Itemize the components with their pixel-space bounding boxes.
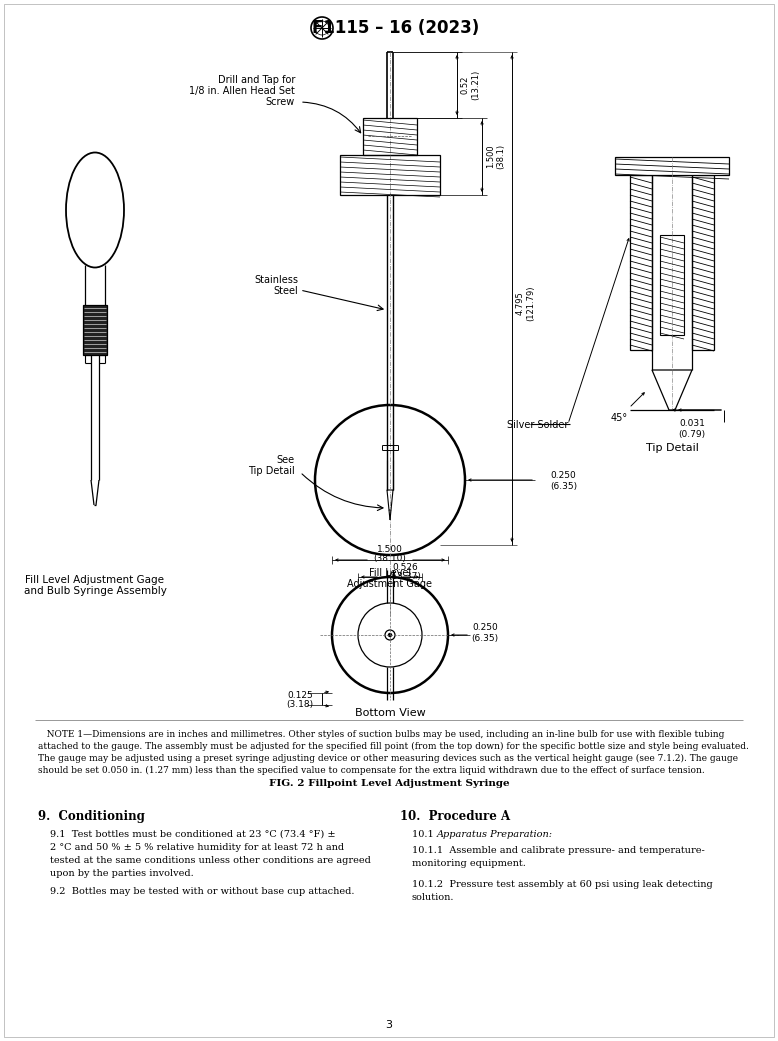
Text: 1.500
(38.1): 1.500 (38.1) [486,144,506,169]
Text: upon by the parties involved.: upon by the parties involved. [50,869,194,878]
Text: (0.79): (0.79) [678,430,706,438]
Text: (13.37): (13.37) [388,572,422,581]
Text: 9.  Conditioning: 9. Conditioning [38,810,145,823]
FancyBboxPatch shape [615,157,729,175]
Text: solution.: solution. [412,893,454,902]
FancyBboxPatch shape [630,175,652,350]
Text: 45°: 45° [611,413,628,423]
Text: 0.52
(13.21): 0.52 (13.21) [461,70,480,100]
Text: tested at the same conditions unless other conditions are agreed: tested at the same conditions unless oth… [50,856,371,865]
Text: See: See [277,455,295,465]
Text: 9.1  Test bottles must be conditioned at 23 °C (73.4 °F) ±: 9.1 Test bottles must be conditioned at … [50,830,335,839]
Text: Tip Detail: Tip Detail [646,443,699,453]
Text: 9.2  Bottles may be tested with or without base cup attached.: 9.2 Bottles may be tested with or withou… [50,887,355,896]
Text: NOTE 1—Dimensions are in inches and millimetres. Other styles of suction bulbs m: NOTE 1—Dimensions are in inches and mill… [38,730,724,739]
Text: 0.250: 0.250 [550,471,576,480]
Text: (6.35): (6.35) [550,482,577,490]
Text: Apparatus Preparation:: Apparatus Preparation: [437,830,553,839]
Text: 4.795
(121.79): 4.795 (121.79) [516,285,535,321]
Text: 0.125: 0.125 [287,690,313,700]
Text: (3.18): (3.18) [286,701,314,710]
Text: Drill and Tap for: Drill and Tap for [218,75,295,85]
Text: Silver Solder: Silver Solder [506,420,568,430]
Text: 0.250: 0.250 [472,624,498,633]
Text: Fill Level: Fill Level [369,568,411,578]
Text: F1115 – 16 (2023): F1115 – 16 (2023) [313,19,479,37]
Text: 10.1.2  Pressure test assembly at 60 psi using leak detecting: 10.1.2 Pressure test assembly at 60 psi … [412,880,713,889]
Text: 2 °C and 50 % ± 5 % relative humidity for at least 72 h and: 2 °C and 50 % ± 5 % relative humidity fo… [50,843,344,852]
Circle shape [388,634,391,636]
FancyBboxPatch shape [692,175,714,350]
Text: (6.35): (6.35) [471,635,499,643]
Text: Steel: Steel [273,286,298,296]
Text: Screw: Screw [266,97,295,107]
Text: 0.031: 0.031 [679,420,705,429]
Text: Tip Detail: Tip Detail [248,466,295,476]
Text: attached to the gauge. The assembly must be adjusted for the specified fill poin: attached to the gauge. The assembly must… [38,742,749,752]
Text: Fill Level Adjustment Gage: Fill Level Adjustment Gage [26,575,164,585]
Text: Bottom View: Bottom View [355,708,426,718]
Text: 0.526: 0.526 [392,562,418,572]
Text: 1/8 in. Allen Head Set: 1/8 in. Allen Head Set [189,86,295,96]
FancyBboxPatch shape [83,305,107,355]
Text: 10.1.1  Assemble and calibrate pressure- and temperature-: 10.1.1 Assemble and calibrate pressure- … [412,846,705,855]
Text: FIG. 2 Fillpoint Level Adjustment Syringe: FIG. 2 Fillpoint Level Adjustment Syring… [268,780,510,788]
Text: 10.  Procedure A: 10. Procedure A [400,810,510,823]
Text: The gauge may be adjusted using a preset syringe adjusting device or other measu: The gauge may be adjusted using a preset… [38,754,738,763]
Text: and Bulb Syringe Assembly: and Bulb Syringe Assembly [23,586,166,596]
FancyBboxPatch shape [660,235,684,335]
Text: (38.10): (38.10) [373,555,406,563]
Text: 3: 3 [386,1020,392,1030]
Text: Stainless: Stainless [254,275,298,285]
Text: Adjustment Gage: Adjustment Gage [348,579,433,589]
Text: should be set 0.050 in. (1.27 mm) less than the specified value to compensate fo: should be set 0.050 in. (1.27 mm) less t… [38,766,705,776]
Text: 10.1: 10.1 [412,830,440,839]
Text: monitoring equipment.: monitoring equipment. [412,859,526,868]
Text: 1.500: 1.500 [377,545,403,555]
